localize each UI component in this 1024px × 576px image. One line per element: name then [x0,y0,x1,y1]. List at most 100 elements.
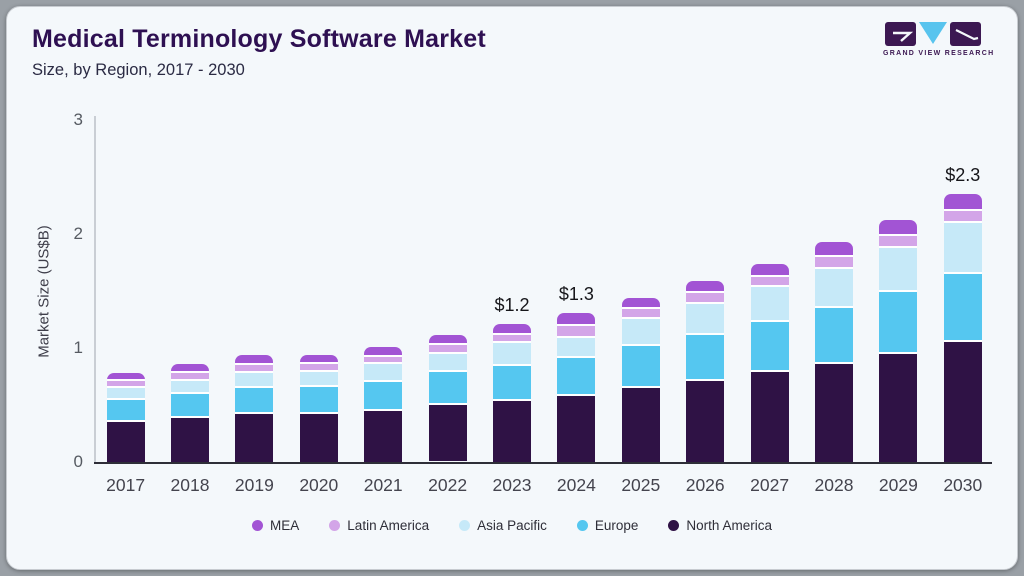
bar-segment-north-america [493,399,531,462]
bar-segment-asia-pacific [879,246,918,290]
x-tick-label: 2017 [106,475,146,495]
y-tick-label: 1 [73,338,83,357]
bar-segment-mea [428,335,467,343]
bar-segment-latin-america [815,254,853,268]
y-tick-label: 3 [73,110,83,129]
x-tick-label: 2025 [621,475,661,495]
bar-segment-europe [428,370,467,404]
bar-segment-north-america [235,411,274,462]
x-tick-label: 2023 [492,475,532,495]
page-subtitle: Size, by Region, 2017 - 2030 [32,61,245,79]
bar-segment-latin-america [557,324,596,336]
x-tick-label: 2027 [750,475,790,495]
bar-segment-asia-pacific [428,352,467,371]
x-tick-label: 2026 [685,475,725,495]
bar-segment-asia-pacific [364,361,403,381]
bar-segment-north-america [750,369,789,462]
bar-segment-asia-pacific [943,221,982,272]
y-tick-label: 0 [73,452,83,471]
bar-segment-north-america [879,352,918,462]
legend-swatch-icon [329,520,341,531]
x-axis-line [94,462,992,464]
legend-swatch-icon [252,520,264,531]
bar-segment-asia-pacific [815,267,853,306]
bar-segment-north-america [171,416,209,462]
legend-label: Europe [594,518,639,533]
x-tick-label: 2018 [170,475,210,495]
bar-segment-asia-pacific [106,385,145,399]
bar-segment-europe [750,319,789,370]
gvr-logo-mark [885,22,981,46]
stacked-bar-2029 [879,220,918,462]
x-tick-label: 2022 [428,475,468,495]
legend-label: North America [686,518,772,533]
bar-segment-north-america [621,385,660,462]
chart-card: Medical Terminology Software Market Size… [6,6,1018,570]
x-tick-label: 2020 [299,475,339,495]
legend-item-asia-pacific: Asia Pacific [459,518,547,533]
bar-segment-europe [943,271,982,340]
stacked-bar-2026 [686,281,725,462]
x-tick-label: 2024 [556,475,596,495]
y-tick-label: 2 [73,224,83,243]
bar-segment-europe [621,343,660,386]
bar-segment-europe [235,385,274,412]
bar-segment-north-america [557,393,596,462]
bar-segment-latin-america [364,354,403,362]
legend-label: Asia Pacific [477,518,547,533]
stacked-bar-2023 [493,324,531,462]
bar-segment-mea [493,324,531,334]
bar-segment-north-america [686,379,725,462]
bar-segment-mea [879,220,918,234]
bar-segment-europe [299,384,338,412]
bar-segment-mea [299,355,338,362]
bar-segment-mea [943,194,982,209]
bar-segment-north-america [943,339,982,462]
legend-item-north-america: North America [668,518,772,533]
bar-value-label: $2.3 [945,165,981,185]
legend-swatch-icon [668,520,680,531]
bar-segment-europe [815,305,853,362]
stacked-bar-2027 [750,264,789,462]
legend: MEA Latin America Asia Pacific Europe North … [7,518,1017,533]
bar-segment-mea [364,347,403,355]
stacked-bar-2017 [106,373,145,462]
bar-segment-latin-america [750,275,789,285]
bar-segment-asia-pacific [750,284,789,320]
y-axis-line [94,116,96,462]
stacked-bar-2030 [943,194,982,462]
legend-swatch-icon [576,520,588,531]
stacked-bar-2022 [428,335,467,462]
bar-segment-europe [686,333,725,379]
bar-segment-latin-america [493,333,531,342]
page-title: Medical Terminology Software Market [32,25,486,53]
bar-segment-north-america [428,403,467,462]
bar-segment-europe [106,398,145,420]
x-tick-label: 2028 [814,475,854,495]
gvr-logo-text: GRAND VIEW RESEARCH [883,50,995,57]
bar-segment-europe [879,289,918,353]
legend-item-mea: MEA [252,518,299,533]
bar-segment-north-america [299,411,338,462]
bar-segment-europe [557,356,596,394]
bar-segment-asia-pacific [171,378,209,393]
stacked-bar-2025 [621,298,660,462]
bar-segment-latin-america [299,361,338,370]
bar-segment-europe [364,380,403,409]
bar-segment-asia-pacific [299,369,338,385]
bar-segment-mea [557,313,596,325]
x-tick-label: 2030 [943,475,983,495]
stacked-bar-2019 [235,355,274,462]
bar-segment-asia-pacific [557,335,596,357]
bar-segment-north-america [364,408,403,462]
bar-segment-north-america [106,419,145,462]
bar-segment-latin-america [879,233,918,247]
stacked-bar-2021 [364,347,403,462]
x-tick-label: 2019 [234,475,274,495]
chart-area: Market Size (US$B) 0 1 2 3 2017 2018 2019 2020 2… [7,7,1017,569]
legend-item-europe: Europe [576,518,639,533]
stacked-bar-2020 [299,355,338,462]
bar-segment-mea [171,364,209,371]
grand-view-research-logo: GRAND VIEW RESEARCH [883,21,995,67]
bar-value-label: $1.2 [494,295,530,315]
